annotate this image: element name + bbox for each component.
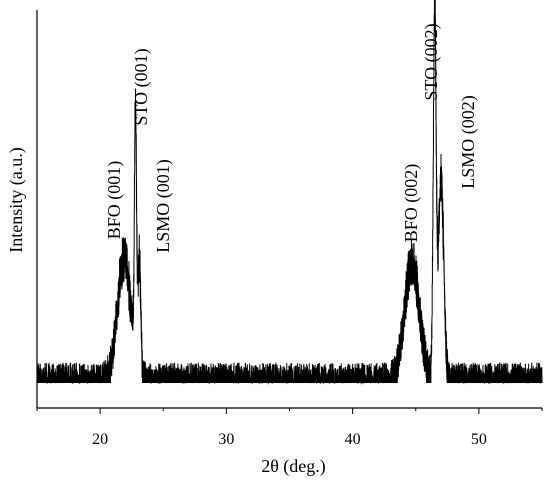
x-tick-label: 50 — [471, 431, 487, 448]
peak-label: LSMO (002) — [458, 95, 479, 189]
peak-label: STO (001) — [131, 48, 152, 125]
diffraction-trace — [36, 0, 543, 385]
peak-labels: BFO (001) STO (001) LSMO (001) BFO (002) STO… — [104, 23, 479, 252]
x-tick-label: 30 — [218, 431, 234, 448]
peak-label: BFO (001) — [104, 161, 125, 240]
peak-label: BFO (002) — [401, 164, 422, 243]
x-tick-label: 40 — [345, 431, 361, 448]
x-axis-title: 2θ (deg.) — [261, 456, 326, 477]
x-tick-label: 20 — [92, 431, 108, 448]
axes: 20 30 40 50 2θ (deg.) Intensity (a.u.) — [6, 10, 543, 477]
y-axis-title: Intensity (a.u.) — [6, 147, 27, 252]
peak-label: LSMO (001) — [153, 159, 174, 253]
peak-label: STO (002) — [421, 23, 442, 100]
plot-area — [36, 0, 543, 385]
